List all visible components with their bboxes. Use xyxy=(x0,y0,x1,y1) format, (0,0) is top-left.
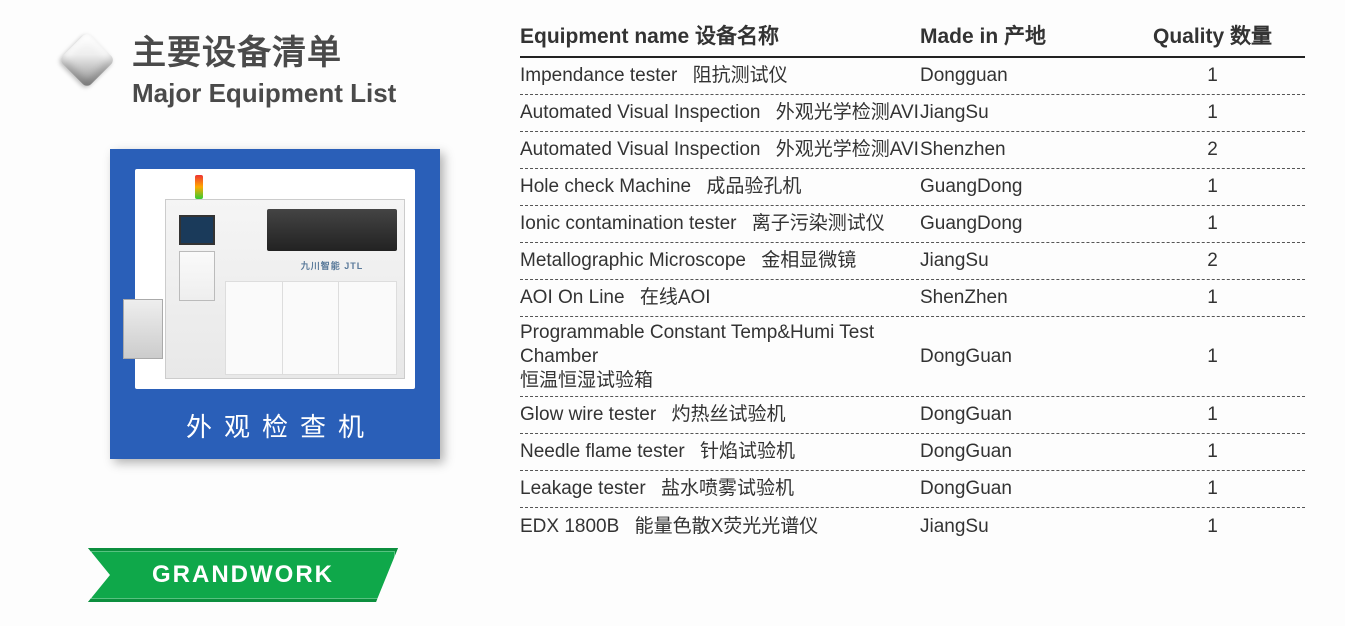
cell-name: Ionic contamination tester 离子污染测试仪 xyxy=(520,212,920,236)
brand-badge-text: GRANDWORK xyxy=(152,561,334,589)
cell-made: JiangSu xyxy=(920,102,1120,124)
cell-name: EDX 1800B 能量色散X荧光光谱仪 xyxy=(520,515,920,539)
equip-name-cn: 成品验孔机 xyxy=(701,176,801,197)
table-body: Impendance tester 阻抗测试仪Dongguan1Automate… xyxy=(520,58,1305,545)
equip-name-cn: 阻抗测试仪 xyxy=(687,65,787,86)
equip-name-en: Ionic contamination tester xyxy=(520,213,737,234)
equip-name-en: AOI On Line xyxy=(520,287,625,308)
equip-name-cn: 针焰试验机 xyxy=(695,441,795,462)
title-cn: 主要设备清单 xyxy=(132,25,396,74)
cell-qty: 1 xyxy=(1120,516,1305,538)
cell-name: Impendance tester 阻抗测试仪 xyxy=(520,64,920,88)
cell-qty: 1 xyxy=(1120,346,1305,368)
equip-name-cn: 外观光学检测AVI xyxy=(770,139,919,160)
cell-made: DongGuan xyxy=(920,346,1120,368)
equip-name-en: Automated Visual Inspection xyxy=(520,139,760,160)
equip-name-cn: 外观光学检测AVI xyxy=(770,102,919,123)
cell-made: Dongguan xyxy=(920,65,1120,87)
cell-made: GuangDong xyxy=(920,213,1120,235)
table-row: Automated Visual Inspection 外观光学检测AVIShe… xyxy=(520,132,1305,169)
title-texts: 主要设备清单 Major Equipment List xyxy=(132,25,396,109)
cell-name: Programmable Constant Temp&Humi Test Cha… xyxy=(520,321,920,392)
cell-made: JiangSu xyxy=(920,516,1120,538)
equip-name-en: Impendance tester xyxy=(520,65,677,86)
photo-caption: 外观检查机 xyxy=(174,407,376,444)
cell-made: DongGuan xyxy=(920,404,1120,426)
diamond-icon xyxy=(60,33,114,87)
equip-name-cn: 在线AOI xyxy=(635,287,711,308)
machine-illustration: 九川智能 JTL xyxy=(135,169,415,389)
header-qty: Quality 数量 xyxy=(1120,20,1305,50)
equip-name-cn: 盐水喷雾试验机 xyxy=(656,478,794,499)
cell-qty: 1 xyxy=(1120,404,1305,426)
equip-name-cn: 灼热丝试验机 xyxy=(666,404,785,425)
table-row: Glow wire tester 灼热丝试验机DongGuan1 xyxy=(520,397,1305,434)
cell-qty: 1 xyxy=(1120,176,1305,198)
table-row: EDX 1800B 能量色散X荧光光谱仪JiangSu1 xyxy=(520,508,1305,545)
table-row: Impendance tester 阻抗测试仪Dongguan1 xyxy=(520,58,1305,95)
cell-name: Needle flame tester 针焰试验机 xyxy=(520,440,920,464)
cell-made: JiangSu xyxy=(920,250,1120,272)
equip-name-cn: 能量色散X荧光光谱仪 xyxy=(629,516,818,537)
machine-brand-label: 九川智能 JTL xyxy=(267,259,397,273)
cell-name: Metallographic Microscope 金相显微镜 xyxy=(520,249,920,273)
cell-name: Automated Visual Inspection 外观光学检测AVI xyxy=(520,101,920,125)
equip-name-cn: 离子污染测试仪 xyxy=(747,213,885,234)
cell-made: Shenzhen xyxy=(920,139,1120,161)
table-row: Automated Visual Inspection 外观光学检测AVIJia… xyxy=(520,95,1305,132)
equip-name-en: EDX 1800B xyxy=(520,516,619,537)
cell-qty: 1 xyxy=(1120,441,1305,463)
table-row: Leakage tester 盐水喷雾试验机DongGuan1 xyxy=(520,471,1305,508)
equip-name-en: Automated Visual Inspection xyxy=(520,102,760,123)
equip-name-en: Glow wire tester xyxy=(520,404,656,425)
cell-name: AOI On Line 在线AOI xyxy=(520,286,920,310)
title-block: 主要设备清单 Major Equipment List xyxy=(60,25,490,109)
cell-qty: 1 xyxy=(1120,65,1305,87)
equip-name-cn: 金相显微镜 xyxy=(756,250,856,271)
cell-qty: 2 xyxy=(1120,139,1305,161)
cell-qty: 2 xyxy=(1120,250,1305,272)
table-row: Needle flame tester 针焰试验机DongGuan1 xyxy=(520,434,1305,471)
left-column: 主要设备清单 Major Equipment List 九川智能 JTL 外观检… xyxy=(60,25,490,459)
equipment-table: Equipment name 设备名称 Made in 产地 Quality 数… xyxy=(520,20,1305,545)
equip-name-en: Programmable Constant Temp&Humi Test Cha… xyxy=(520,321,910,369)
table-row: Hole check Machine 成品验孔机GuangDong1 xyxy=(520,169,1305,206)
equip-name-cn: 恒温恒湿试验箱 xyxy=(520,369,920,393)
cell-made: GuangDong xyxy=(920,176,1120,198)
table-row: AOI On Line 在线AOIShenZhen1 xyxy=(520,280,1305,317)
cell-made: DongGuan xyxy=(920,478,1120,500)
cell-qty: 1 xyxy=(1120,213,1305,235)
cell-name: Leakage tester 盐水喷雾试验机 xyxy=(520,477,920,501)
cell-qty: 1 xyxy=(1120,102,1305,124)
brand-badge: GRANDWORK xyxy=(88,548,398,602)
table-row: Programmable Constant Temp&Humi Test Cha… xyxy=(520,317,1305,397)
header-made: Made in 产地 xyxy=(920,20,1120,50)
equip-name-en: Needle flame tester xyxy=(520,441,685,462)
cell-qty: 1 xyxy=(1120,287,1305,309)
title-en: Major Equipment List xyxy=(132,78,396,109)
header-name: Equipment name 设备名称 xyxy=(520,20,920,50)
table-header: Equipment name 设备名称 Made in 产地 Quality 数… xyxy=(520,20,1305,58)
equipment-photo: 九川智能 JTL 外观检查机 xyxy=(110,149,440,459)
equip-name-en: Metallographic Microscope xyxy=(520,250,746,271)
cell-name: Hole check Machine 成品验孔机 xyxy=(520,175,920,199)
cell-name: Glow wire tester 灼热丝试验机 xyxy=(520,403,920,427)
equip-name-en: Hole check Machine xyxy=(520,176,691,197)
equip-name-en: Leakage tester xyxy=(520,478,646,499)
cell-made: DongGuan xyxy=(920,441,1120,463)
table-row: Metallographic Microscope 金相显微镜JiangSu2 xyxy=(520,243,1305,280)
table-row: Ionic contamination tester 离子污染测试仪GuangD… xyxy=(520,206,1305,243)
cell-qty: 1 xyxy=(1120,478,1305,500)
cell-made: ShenZhen xyxy=(920,287,1120,309)
cell-name: Automated Visual Inspection 外观光学检测AVI xyxy=(520,138,920,162)
